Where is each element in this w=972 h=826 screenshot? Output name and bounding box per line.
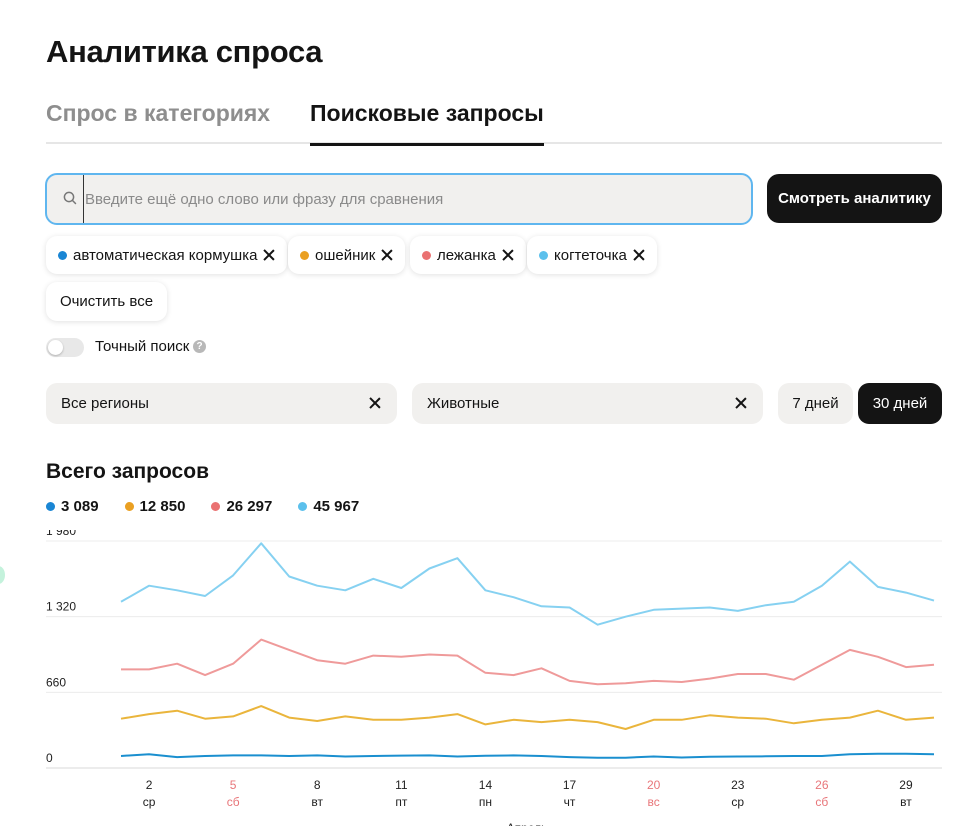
x-tick-label: 11 [395,778,408,792]
chip-scratcher[interactable]: когтеточка [527,236,657,274]
x-tick-label: 8 [314,778,321,792]
chip-bed[interactable]: лежанка [410,236,526,274]
x-tick-label: 5 [230,778,237,792]
series-line [121,638,935,686]
x-tick-weekday: пн [479,795,492,809]
color-dot [211,502,221,511]
view-analytics-button[interactable]: Смотреть аналитику [767,174,942,223]
search-icon [63,191,77,205]
series-line [120,752,935,759]
color-dot [300,250,309,260]
tabs: Спрос в категориях Поисковые запросы [46,98,942,146]
color-dot [46,502,55,511]
x-tick-weekday: ср [143,795,156,809]
color-dot [422,250,431,260]
y-tick-label: 0 [46,751,53,765]
legend-value: 26 297 [226,498,273,515]
total-requests-title: Всего запросов [46,460,209,483]
x-tick-weekday: вт [311,795,323,809]
x-tick-weekday: пт [395,795,407,809]
legend-item: 3 089 [46,498,99,515]
legend-item: 26 297 [211,498,272,515]
tab-demand-categories[interactable]: Спрос в категориях [46,100,271,126]
chip-label: ошейник [315,246,376,264]
x-tick-weekday: вс [648,795,660,809]
x-tick-label: 2 [146,778,153,792]
chip-label: автоматическая кормушка [73,246,258,264]
side-indicator [0,566,5,584]
x-tick-label: 29 [899,778,913,792]
chip-feeder[interactable]: автоматическая кормушка [46,236,288,274]
x-tick-weekday: сб [227,795,240,809]
color-dot [298,502,308,511]
line-chart: 1 980 1 320 660 0 2 ср 5 сб 8 вт 11 пт 14 пн 17 чт 20 вс 2… [46,530,942,826]
toggle-knob [48,340,63,355]
color-dot [58,250,67,260]
close-icon[interactable] [633,249,645,261]
search-input[interactable] [83,175,733,223]
category-select[interactable]: Животные [412,383,763,424]
region-select[interactable]: Все регионы [46,383,397,424]
legend-item: 12 850 [124,498,186,515]
close-icon[interactable] [263,249,275,261]
legend-item: 45 967 [298,498,359,515]
page-title: Аналитика спроса [46,34,323,69]
chip-label: когтеточка [554,246,627,264]
color-dot [539,250,548,260]
y-tick-label: 660 [46,675,66,689]
chip-label: лежанка [437,246,496,264]
help-icon[interactable]: ? [193,340,206,353]
x-tick-label: 14 [479,778,493,792]
tab-search-queries[interactable]: Поисковые запросы [310,100,544,146]
legend-value: 45 967 [313,498,360,515]
x-axis-label: Апрель [507,821,548,826]
chip-collar[interactable]: ошейник [288,236,406,274]
close-icon[interactable] [369,397,381,409]
color-dot [124,502,134,511]
legend-value: 12 850 [139,498,186,515]
series-line [120,542,935,626]
period-7-days-button[interactable]: 7 дней [778,383,853,424]
exact-search-toggle[interactable] [46,338,84,357]
close-icon[interactable] [502,249,514,261]
close-icon[interactable] [381,249,393,261]
x-tick-label: 17 [563,778,577,792]
x-tick-label: 20 [647,778,661,792]
x-tick-weekday: ср [731,795,744,809]
search-box[interactable] [45,173,753,225]
legend-value: 3 089 [61,498,99,515]
series-line [120,705,935,730]
y-tick-label: 1 320 [46,600,76,614]
period-30-days-button[interactable]: 30 дней [858,383,942,424]
category-value: Животные [427,395,500,412]
close-icon[interactable] [735,397,747,409]
clear-all-button[interactable]: Очистить все [46,282,167,321]
x-tick-weekday: сб [815,795,828,809]
x-tick-weekday: чт [564,795,576,809]
region-value: Все регионы [61,395,149,412]
x-tick-label: 26 [815,778,829,792]
totals-legend: 3 089 12 850 26 297 45 967 [46,498,385,515]
x-tick-weekday: вт [900,795,912,809]
y-tick-label: 1 980 [46,530,76,538]
exact-search-label: Точный поиск [95,338,190,355]
x-tick-label: 23 [731,778,745,792]
